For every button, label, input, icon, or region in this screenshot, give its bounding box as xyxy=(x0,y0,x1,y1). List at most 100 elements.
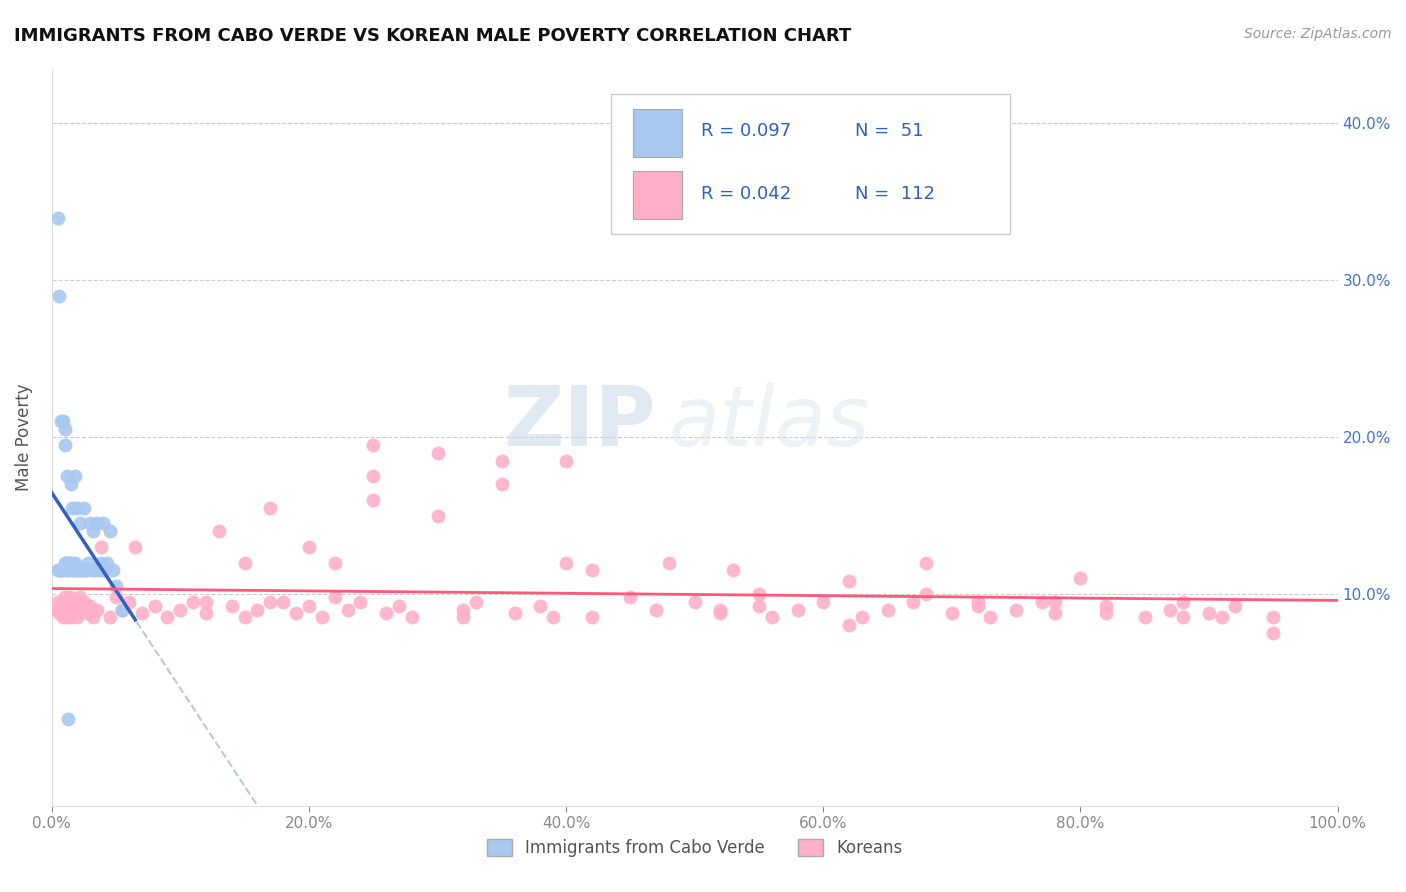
Point xyxy=(361,469,384,483)
Point xyxy=(66,500,89,515)
Point xyxy=(1043,595,1066,609)
Point xyxy=(58,556,80,570)
Point xyxy=(76,556,98,570)
Point xyxy=(645,602,668,616)
Point xyxy=(79,599,101,614)
Point xyxy=(90,540,112,554)
Point xyxy=(1263,626,1285,640)
Point xyxy=(1263,610,1285,624)
Point xyxy=(555,556,578,570)
Point xyxy=(658,556,681,570)
Point xyxy=(233,610,256,624)
Point xyxy=(118,595,141,609)
Text: R = 0.042: R = 0.042 xyxy=(702,185,792,202)
Point xyxy=(876,602,898,616)
Point xyxy=(131,606,153,620)
Point xyxy=(195,595,218,609)
FancyBboxPatch shape xyxy=(612,95,1010,235)
Point xyxy=(323,590,346,604)
Point xyxy=(53,563,76,577)
Point xyxy=(208,524,231,539)
Point xyxy=(105,590,128,604)
Point xyxy=(619,590,641,604)
Point xyxy=(1069,571,1091,585)
Point xyxy=(76,606,98,620)
Point xyxy=(90,556,112,570)
Point xyxy=(58,563,80,577)
Point xyxy=(1031,595,1053,609)
Point xyxy=(748,599,770,614)
Point xyxy=(69,590,91,604)
Point xyxy=(966,595,988,609)
Point xyxy=(838,618,860,632)
Point xyxy=(58,599,80,614)
Point xyxy=(89,563,111,577)
Point xyxy=(73,500,96,515)
Point xyxy=(748,587,770,601)
Point xyxy=(1223,599,1246,614)
Point xyxy=(48,289,70,303)
Point xyxy=(69,516,91,531)
Point xyxy=(323,556,346,570)
Point xyxy=(285,606,308,620)
Point xyxy=(93,563,115,577)
Point xyxy=(48,563,70,577)
Point xyxy=(1173,610,1195,624)
Point xyxy=(60,477,83,491)
Point xyxy=(1005,602,1028,616)
Point xyxy=(1043,606,1066,620)
Point xyxy=(683,595,706,609)
Point xyxy=(53,590,76,604)
Point xyxy=(62,563,84,577)
Point xyxy=(361,438,384,452)
Point xyxy=(541,610,564,624)
Point xyxy=(156,610,179,624)
Point xyxy=(375,606,398,620)
Point xyxy=(1159,602,1181,616)
Point xyxy=(298,540,321,554)
Text: Source: ZipAtlas.com: Source: ZipAtlas.com xyxy=(1244,27,1392,41)
Point xyxy=(246,602,269,616)
Point xyxy=(45,602,67,616)
Point xyxy=(51,563,73,577)
Point xyxy=(233,556,256,570)
Point xyxy=(903,595,925,609)
Point xyxy=(98,610,121,624)
Point xyxy=(51,599,73,614)
Point xyxy=(786,602,808,616)
Point xyxy=(169,602,191,616)
Point xyxy=(96,556,118,570)
Point xyxy=(529,599,551,614)
Point xyxy=(86,516,108,531)
Bar xyxy=(633,109,682,157)
Point xyxy=(69,563,91,577)
Point xyxy=(59,556,82,570)
Point xyxy=(59,590,82,604)
Point xyxy=(723,563,745,577)
Point xyxy=(58,713,80,727)
Point xyxy=(67,563,90,577)
Point xyxy=(915,587,938,601)
Point xyxy=(298,599,321,614)
Point xyxy=(401,610,423,624)
Point xyxy=(46,211,69,225)
Point xyxy=(48,606,70,620)
Text: atlas: atlas xyxy=(669,382,870,463)
Point xyxy=(63,469,86,483)
Point xyxy=(709,606,731,620)
Point xyxy=(60,556,83,570)
Point xyxy=(105,579,128,593)
Point xyxy=(426,508,449,523)
Point xyxy=(63,556,86,570)
Point xyxy=(55,556,77,570)
Text: IMMIGRANTS FROM CABO VERDE VS KOREAN MALE POVERTY CORRELATION CHART: IMMIGRANTS FROM CABO VERDE VS KOREAN MAL… xyxy=(14,27,851,45)
Point xyxy=(86,602,108,616)
Point xyxy=(915,556,938,570)
Point xyxy=(838,574,860,589)
Point xyxy=(1095,599,1118,614)
Point xyxy=(46,595,69,609)
Point xyxy=(53,556,76,570)
Point xyxy=(221,599,243,614)
Point xyxy=(52,414,75,428)
Point xyxy=(46,563,69,577)
